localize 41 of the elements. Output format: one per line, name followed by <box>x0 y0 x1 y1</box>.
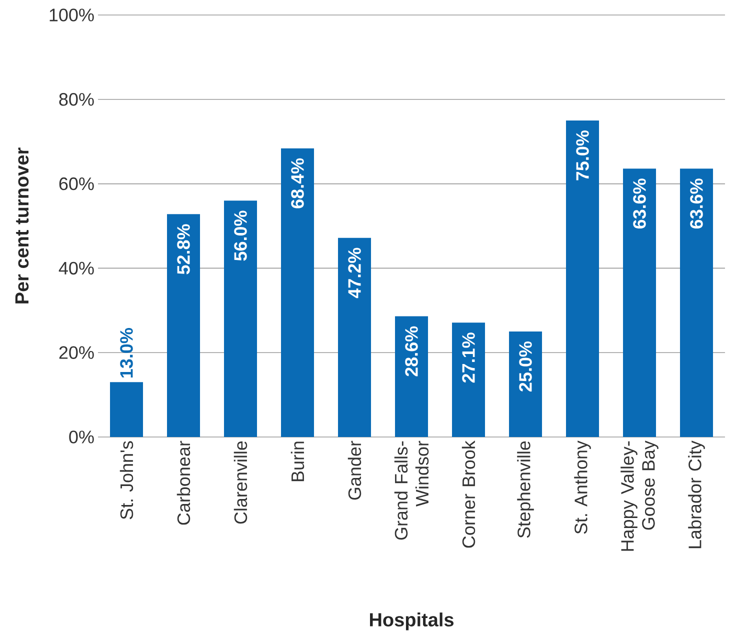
data-label: 28.6% <box>405 326 418 376</box>
data-label: 27.1% <box>462 332 475 383</box>
bar <box>167 214 200 437</box>
bar <box>338 238 372 437</box>
data-label: 52.8% <box>177 224 190 274</box>
bar <box>623 168 656 437</box>
data-label: 56.0% <box>234 210 247 261</box>
bar <box>224 200 258 437</box>
x-tick-label: Burin <box>290 442 304 482</box>
x-tick-label: Clarenville <box>234 441 248 524</box>
x-tick-label: Gander <box>348 440 362 500</box>
y-tick-label: 40% <box>58 262 94 275</box>
y-tick-label: 0% <box>69 430 94 444</box>
x-tick-label: Carbonear <box>176 440 190 525</box>
bar <box>110 382 143 437</box>
data-label: 63.6% <box>690 178 703 229</box>
data-label: 68.4% <box>291 158 304 208</box>
x-axis-title: Hospitals <box>370 612 454 630</box>
data-label: 47.2% <box>348 248 361 298</box>
data-label: 75.0% <box>576 130 589 180</box>
bar <box>566 120 600 437</box>
bar <box>680 168 714 437</box>
y-tick-label: 20% <box>59 346 94 359</box>
bar <box>509 332 542 437</box>
x-tick-label: Corner Brook <box>462 440 476 548</box>
y-tick-label: 80% <box>59 93 94 106</box>
y-tick-label: 100% <box>50 8 94 22</box>
bar <box>281 148 314 437</box>
x-tick-label: St. John's <box>120 441 134 520</box>
data-label: 25.0% <box>519 342 532 392</box>
bar <box>452 322 486 437</box>
y-axis-title: Per cent turnover <box>15 148 29 304</box>
data-label: 63.6% <box>633 178 646 229</box>
y-tick-label: 60% <box>59 177 94 190</box>
x-tick-label: Stephenville <box>517 441 534 538</box>
x-tick-label: Grand Falls-Windsor <box>394 440 429 540</box>
x-tick-label: St. Anthony <box>574 440 591 534</box>
bar <box>395 316 428 437</box>
data-label: 13.0% <box>120 328 133 378</box>
x-tick-label: Labrador City <box>688 440 705 548</box>
x-tick-label: Happy Valley-Goose Bay <box>620 440 658 551</box>
